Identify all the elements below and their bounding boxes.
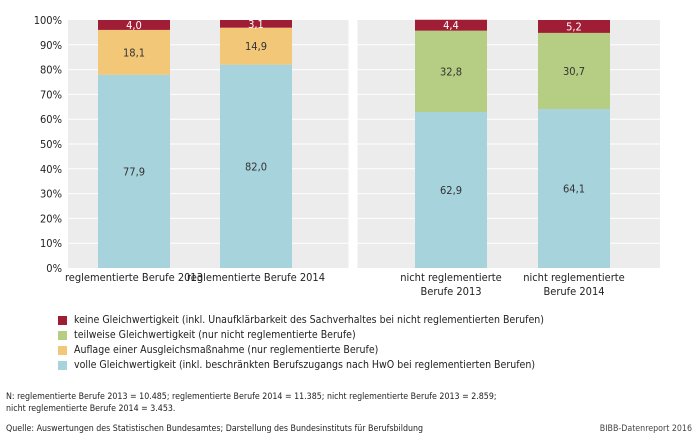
legend-swatch [58, 361, 67, 370]
data-label: 18,1 [123, 46, 145, 59]
bar-segment [415, 30, 487, 113]
legend-swatch [58, 346, 67, 355]
x-tick-label: nicht reglementierte [523, 271, 625, 284]
bar-segment [220, 27, 292, 65]
y-tick-label: 60% [40, 113, 62, 126]
data-label: 14,9 [245, 40, 267, 53]
source-text: Quelle: Auswertungen des Statistischen B… [6, 424, 424, 434]
legend: keine Gleichwertigkeit (inkl. Unaufklärb… [58, 313, 544, 373]
legend-item: Auflage einer Ausgleichsmaßnahme (nur re… [58, 343, 544, 358]
bar-segment [415, 112, 487, 269]
x-tick-label: nicht reglementierte [400, 271, 502, 284]
legend-swatch [58, 331, 67, 340]
data-label: 77,9 [123, 165, 145, 178]
data-label: 30,7 [563, 65, 585, 78]
y-tick-label: 70% [40, 88, 62, 101]
bar-segment [98, 20, 170, 30]
y-tick-label: 30% [40, 188, 62, 201]
bar-segment [220, 20, 292, 28]
bar-segment [538, 109, 610, 268]
legend-swatch [58, 316, 67, 325]
sample-size-note: N: reglementierte Berufe 2013 = 10.485; … [6, 391, 497, 415]
x-tick-label: reglementierte Berufe 2013 [65, 271, 203, 284]
legend-label: keine Gleichwertigkeit (inkl. Unaufklärb… [74, 314, 544, 326]
y-tick-label: 40% [40, 163, 62, 176]
legend-label: teilweise Gleichwertigkeit (nur nicht re… [74, 329, 356, 341]
plot-area: 0% 10% 20% 30% 40% 50% 60% 70% 80% 90% 100% 77,9 18,… [34, 14, 660, 298]
legend-label: Auflage einer Ausgleichsmaßnahme (nur re… [74, 344, 379, 356]
y-tick-label: 100% [34, 14, 62, 27]
data-label: 62,9 [440, 184, 462, 197]
legend-item: keine Gleichwertigkeit (inkl. Unaufklärb… [58, 313, 544, 328]
bar-segment [415, 19, 487, 31]
y-tick-label: 90% [40, 39, 62, 52]
y-tick-label: 50% [40, 138, 62, 151]
data-label: 32,8 [440, 65, 462, 78]
bar-segment [220, 64, 292, 268]
y-tick-label: 10% [40, 237, 62, 250]
x-tick-label: reglementierte Berufe 2014 [187, 271, 325, 284]
y-tick-label: 80% [40, 64, 62, 77]
legend-label: volle Gleichwertigkeit (inkl. beschränkt… [74, 359, 536, 371]
note-line-1: N: reglementierte Berufe 2013 = 10.485; … [6, 392, 497, 402]
data-label: 5,2 [566, 20, 582, 33]
bar-segment [538, 20, 610, 33]
report-credit: BIBB-Datenreport 2016 [599, 424, 692, 434]
y-tick-label: 20% [40, 212, 62, 225]
data-label: 4,4 [443, 19, 459, 32]
data-label: 3,1 [248, 18, 264, 31]
bar-segment [98, 29, 170, 75]
legend-item: volle Gleichwertigkeit (inkl. beschränkt… [58, 358, 544, 373]
data-label: 82,0 [245, 160, 267, 173]
x-tick-label: Berufe 2014 [543, 285, 604, 298]
data-label: 4,0 [126, 19, 142, 32]
note-line-2: nicht reglementierte Berufe 2014 = 3.453… [6, 404, 176, 414]
x-tick-label: Berufe 2013 [420, 285, 481, 298]
bar-segment [538, 32, 610, 110]
legend-item: teilweise Gleichwertigkeit (nur nicht re… [58, 328, 544, 343]
bar-segment [98, 74, 170, 268]
y-tick-label: 0% [46, 262, 62, 275]
data-label: 64,1 [563, 183, 585, 196]
